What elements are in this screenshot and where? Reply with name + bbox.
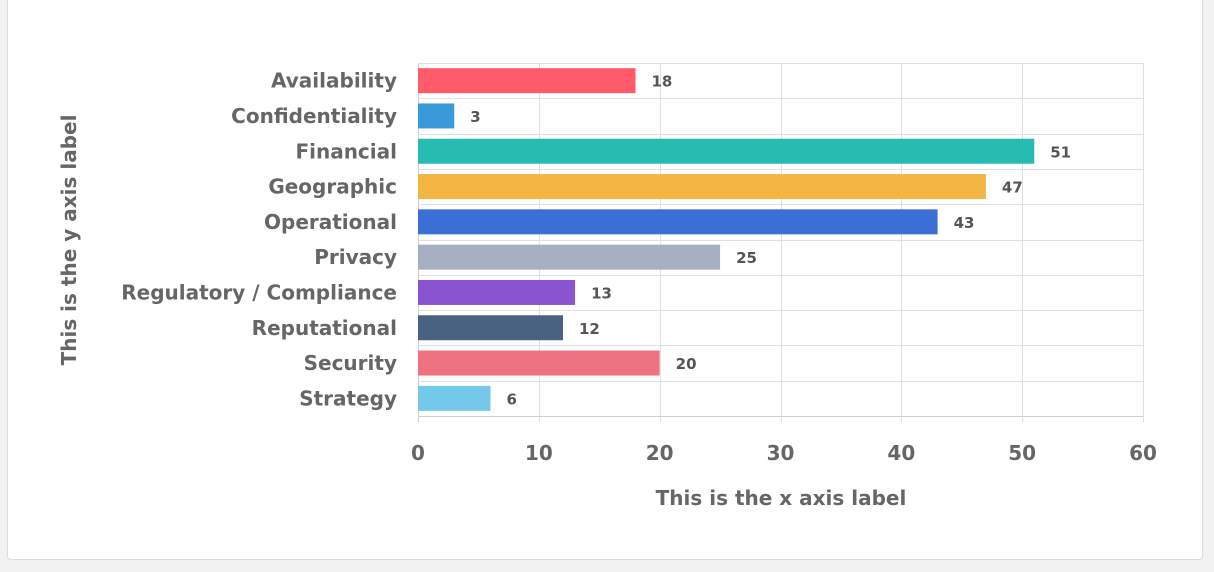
- x-tick-label: 20: [646, 441, 674, 465]
- x-axis-title: This is the x axis label: [656, 486, 907, 510]
- data-label: 18: [652, 73, 673, 91]
- x-tick-label: 10: [525, 441, 553, 465]
- category-label: Security: [304, 351, 397, 375]
- data-label: 51: [1050, 143, 1071, 161]
- category-label: Regulatory / Compliance: [121, 280, 397, 304]
- x-tick-label: 50: [1008, 441, 1036, 465]
- data-label: 12: [579, 320, 600, 338]
- data-label: 3: [470, 108, 480, 126]
- data-label: 20: [676, 355, 697, 373]
- y-axis-title: This is the y axis label: [57, 115, 81, 366]
- category-label: Reputational: [252, 316, 397, 340]
- data-label: 43: [954, 214, 975, 232]
- data-label: 25: [736, 249, 757, 267]
- category-label: Financial: [295, 139, 397, 163]
- bar[interactable]: [418, 279, 576, 305]
- category-label: Strategy: [299, 386, 397, 410]
- bar[interactable]: [418, 138, 1035, 164]
- category-label: Privacy: [314, 245, 397, 269]
- bar[interactable]: [418, 244, 721, 270]
- grid: [418, 63, 1144, 422]
- category-labels: Availability Confidentiality Financial Geog…: [121, 69, 397, 411]
- category-label: Availability: [271, 69, 397, 93]
- x-tick-label: 0: [411, 441, 425, 465]
- data-label: 13: [591, 284, 612, 302]
- bar[interactable]: [418, 68, 636, 94]
- category-label: Operational: [264, 210, 397, 234]
- data-label: 6: [507, 390, 517, 408]
- bars: [418, 68, 1035, 411]
- bar[interactable]: [418, 315, 563, 341]
- category-label: Confidentiality: [231, 104, 397, 128]
- chart-card: [7, 0, 1203, 560]
- value-labels: 18 3 51 47 43 25 13 12 20 6: [470, 73, 1071, 409]
- bar[interactable]: [418, 103, 455, 129]
- bar[interactable]: [418, 174, 986, 200]
- x-tick-label: 40: [887, 441, 915, 465]
- bar[interactable]: [418, 350, 660, 376]
- category-label: Geographic: [268, 175, 397, 199]
- bar[interactable]: [418, 385, 491, 411]
- data-label: 47: [1002, 179, 1023, 197]
- x-tick-label: 30: [767, 441, 795, 465]
- bar[interactable]: [418, 209, 938, 235]
- x-tick-labels: 0 10 20 30 40 50 60: [411, 441, 1157, 465]
- x-tick-label: 60: [1129, 441, 1157, 465]
